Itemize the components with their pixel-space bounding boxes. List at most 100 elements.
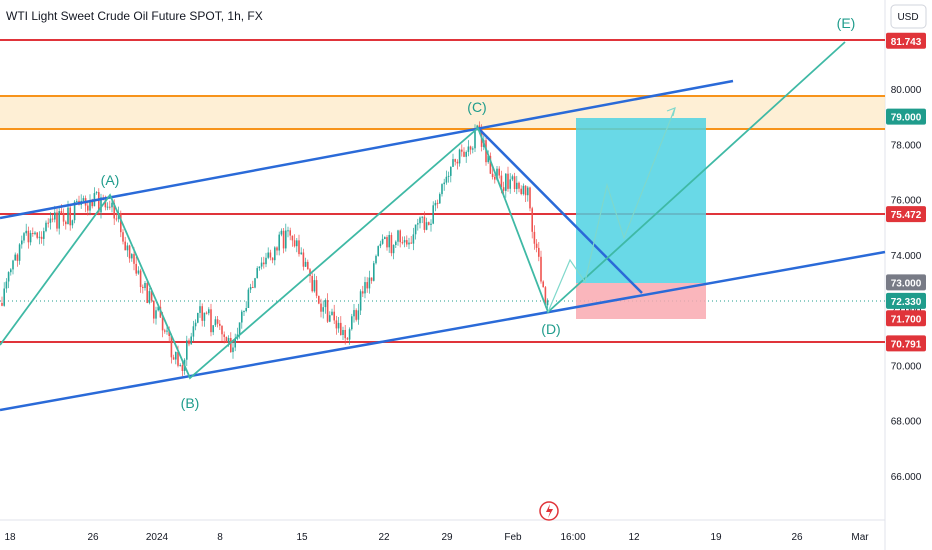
- candle-body: [498, 168, 500, 176]
- candle-body: [175, 352, 177, 360]
- projected-path-line: [547, 107, 676, 313]
- candle-body: [164, 330, 166, 332]
- candle-body: [254, 278, 256, 288]
- candle-body: [238, 322, 241, 335]
- candle-body: [186, 340, 188, 360]
- candle-body: [373, 263, 375, 281]
- candle-body: [54, 212, 56, 220]
- candle-body: [313, 280, 316, 292]
- candle-body: [368, 277, 371, 289]
- candle-body: [43, 231, 45, 239]
- candle-body: [98, 192, 100, 213]
- candle-body: [436, 202, 439, 204]
- candle-body: [461, 149, 463, 152]
- candle-body: [199, 306, 201, 313]
- candle-body: [104, 199, 107, 208]
- candle-body: [276, 247, 278, 251]
- price-badge: [886, 310, 926, 327]
- candle-body: [69, 207, 71, 226]
- candle-body: [430, 223, 432, 225]
- currency-label: USD: [897, 12, 918, 23]
- candle-body: [500, 175, 503, 188]
- price-badge-label: 75.472: [891, 210, 922, 221]
- candle-body: [234, 338, 236, 348]
- price-badge: [886, 206, 926, 223]
- currency-button[interactable]: [890, 4, 927, 29]
- wave-label-d: (D): [541, 321, 560, 337]
- events-icon[interactable]: [539, 501, 559, 521]
- candle-body: [511, 176, 514, 180]
- candle-body: [51, 218, 54, 220]
- candle-body: [463, 151, 465, 157]
- candle-body: [333, 311, 335, 321]
- candle-body: [177, 352, 179, 366]
- candle-body: [109, 206, 111, 208]
- price-badge: [886, 335, 926, 352]
- candle-body: [247, 289, 250, 308]
- price-badge: [886, 292, 926, 309]
- candle-body: [227, 338, 230, 343]
- candle-body: [287, 230, 289, 232]
- candle-body: [359, 291, 362, 311]
- candle-body: [122, 232, 124, 242]
- candle-body: [219, 323, 221, 326]
- candle-body: [421, 216, 423, 218]
- y-tick-label: 78.000: [891, 140, 922, 151]
- candle-body: [181, 365, 184, 371]
- candle-body: [489, 155, 492, 174]
- candle-body: [472, 148, 474, 150]
- candle-body: [289, 230, 291, 236]
- candle-body: [260, 262, 263, 267]
- candle-body: [337, 322, 340, 329]
- candle-body: [546, 300, 549, 306]
- candle-body: [540, 256, 542, 282]
- candle-body: [161, 317, 164, 331]
- candle-body: [434, 202, 437, 206]
- time-axis[interactable]: 18 26 2024 8 15 22 29 Feb 16:00 12 19 26 Mar: [4, 532, 869, 543]
- candle-body: [155, 310, 157, 319]
- candle-body: [188, 340, 190, 345]
- candle-body: [524, 185, 527, 196]
- candle-body: [529, 187, 531, 209]
- candle-body: [311, 276, 313, 292]
- candle-body: [197, 313, 199, 323]
- resistance-zone: [0, 96, 885, 129]
- candle-body: [507, 173, 509, 189]
- candle-body: [139, 270, 142, 287]
- candle-body: [315, 280, 318, 296]
- candle-body: [392, 245, 395, 254]
- candle-body: [65, 221, 67, 225]
- candle-body: [533, 231, 536, 244]
- candle-body: [335, 320, 338, 329]
- candle-body: [144, 283, 146, 288]
- candle-body: [364, 282, 366, 294]
- y-tick-label: 80.000: [891, 85, 922, 96]
- candlesticks: [1, 121, 549, 377]
- candle-body: [307, 261, 309, 270]
- candle-body: [135, 263, 137, 274]
- x-tick-label: 18: [4, 532, 16, 543]
- candle-body: [36, 232, 38, 238]
- candle-body: [390, 235, 393, 254]
- candle-body: [410, 242, 412, 244]
- candle-body: [146, 283, 148, 303]
- candle-body: [95, 192, 98, 194]
- candle-body: [419, 217, 421, 224]
- candle-body: [47, 222, 49, 224]
- candle-body: [403, 240, 406, 243]
- candle-body: [230, 338, 232, 353]
- candle-body: [16, 254, 19, 261]
- candle-body: [71, 220, 74, 226]
- candle-body: [445, 176, 448, 183]
- channel-upper-line: [0, 79, 734, 220]
- candle-body: [38, 236, 41, 238]
- candle-body: [348, 329, 351, 340]
- candle-body: [280, 230, 283, 235]
- candle-body: [190, 336, 192, 345]
- candle-body: [425, 222, 428, 230]
- candle-body: [388, 235, 390, 248]
- candle-body: [432, 205, 434, 224]
- candle-body: [326, 300, 329, 322]
- candle-body: [216, 319, 219, 324]
